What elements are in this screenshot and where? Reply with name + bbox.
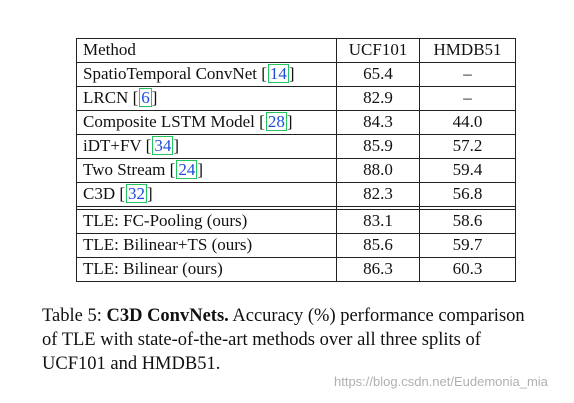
ucf101-value: 85.9: [335, 134, 421, 159]
caption-text: Accuracy (%) performance comparison of T…: [42, 306, 525, 374]
table-caption: Table 5: C3D ConvNets. Accuracy (%) perf…: [42, 304, 542, 376]
method-cell: SpatioTemporal ConvNet [14]: [76, 62, 337, 87]
hmdb51-value: 56.8: [419, 182, 516, 207]
table-row: LRCN [6] 82.9 –: [76, 86, 516, 111]
table-row: SpatioTemporal ConvNet [14] 65.4 –: [76, 62, 516, 87]
citation-link[interactable]: 24: [176, 160, 198, 179]
header-method: Method: [76, 38, 337, 63]
caption-label: Table 5:: [42, 306, 102, 326]
citation-link[interactable]: 34: [152, 136, 174, 155]
method-name: SpatioTemporal ConvNet: [83, 64, 257, 83]
method-name: TLE: Bilinear (ours): [76, 257, 337, 282]
ucf101-value: 65.4: [335, 62, 421, 87]
method-name: LRCN: [83, 88, 129, 107]
table-row: TLE: Bilinear+TS (ours) 85.6 59.7: [76, 233, 516, 258]
ucf101-value: 85.6: [335, 233, 421, 258]
method-cell: Composite LSTM Model [28]: [76, 110, 337, 135]
citation-link[interactable]: 14: [267, 64, 289, 83]
table-row: TLE: FC-Pooling (ours) 83.1 58.6: [76, 209, 516, 234]
citation-link[interactable]: 6: [139, 88, 152, 107]
ucf101-value: 82.9: [335, 86, 421, 111]
method-cell: C3D [32]: [76, 182, 337, 207]
watermark: https://blog.csdn.net/Eudemonia_mia: [334, 374, 548, 389]
ucf101-value: 84.3: [335, 110, 421, 135]
ucf101-value: 86.3: [335, 257, 421, 282]
hmdb51-value: 59.4: [419, 158, 516, 183]
results-table: Method UCF101 HMDB51 SpatioTemporal Conv…: [76, 38, 516, 282]
hmdb51-value: 57.2: [419, 134, 516, 159]
method-name: iDT+FV: [83, 136, 142, 155]
hmdb51-value: –: [419, 86, 516, 111]
ucf101-value: 82.3: [335, 182, 421, 207]
hmdb51-value: –: [419, 62, 516, 87]
method-name: TLE: FC-Pooling (ours): [76, 209, 337, 234]
method-cell: iDT+FV [34]: [76, 134, 337, 159]
table-row: C3D [32] 82.3 56.8: [76, 182, 516, 207]
method-name: TLE: Bilinear+TS (ours): [76, 233, 337, 258]
method-name: Two Stream: [83, 160, 166, 179]
table-row: iDT+FV [34] 85.9 57.2: [76, 134, 516, 159]
hmdb51-value: 58.6: [419, 209, 516, 234]
hmdb51-value: 60.3: [419, 257, 516, 282]
ucf101-value: 88.0: [335, 158, 421, 183]
method-cell: Two Stream [24]: [76, 158, 337, 183]
method-name: C3D: [83, 184, 116, 203]
method-name: Composite LSTM Model: [83, 112, 255, 131]
table-row: Composite LSTM Model [28] 84.3 44.0: [76, 110, 516, 135]
hmdb51-value: 59.7: [419, 233, 516, 258]
table-row: Two Stream [24] 88.0 59.4: [76, 158, 516, 183]
table-row: TLE: Bilinear (ours) 86.3 60.3: [76, 257, 516, 282]
table-header-row: Method UCF101 HMDB51: [76, 38, 516, 63]
citation-link[interactable]: 32: [126, 184, 148, 203]
caption-title: C3D ConvNets.: [106, 306, 229, 326]
citation-link[interactable]: 28: [265, 112, 287, 131]
header-hmdb51: HMDB51: [419, 38, 516, 63]
hmdb51-value: 44.0: [419, 110, 516, 135]
method-cell: LRCN [6]: [76, 86, 337, 111]
header-ucf101: UCF101: [335, 38, 421, 63]
ucf101-value: 83.1: [335, 209, 421, 234]
